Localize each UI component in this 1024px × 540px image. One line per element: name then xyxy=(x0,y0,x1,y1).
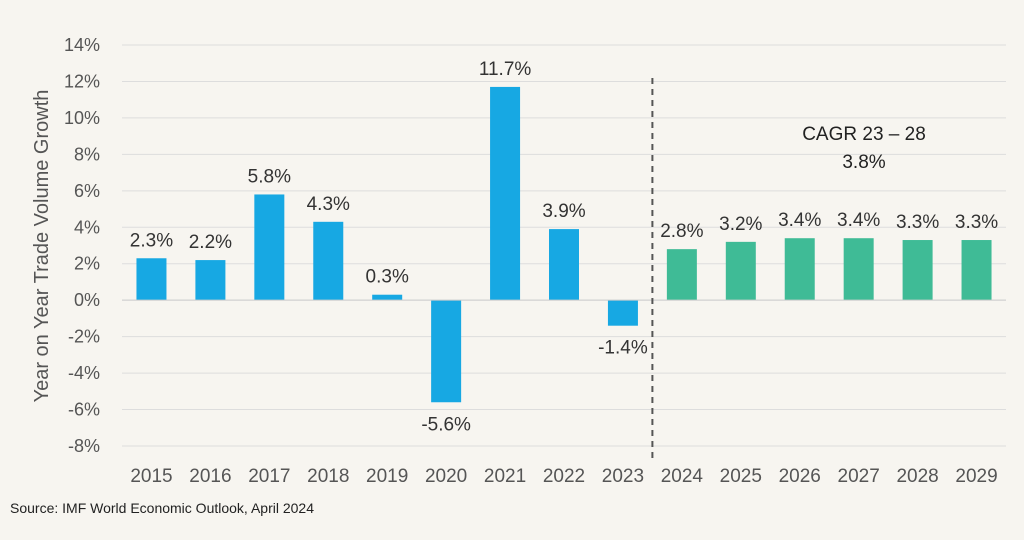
cagr-annotation-line2: 3.8% xyxy=(842,152,885,173)
y-tick-label: -8% xyxy=(68,436,100,456)
bars xyxy=(136,86,992,403)
x-tick-label-2015: 2015 xyxy=(130,466,172,487)
bar-2023 xyxy=(607,300,638,326)
bar-2018 xyxy=(313,221,344,301)
data-labels: 2.3% 2.2% 5.8% 4.3% 0.3% -5.6% 11.7% 3.9% -1.4% 2… xyxy=(130,59,998,435)
x-tick-label-2016: 2016 xyxy=(189,466,231,487)
bar-2017 xyxy=(254,194,285,301)
y-tick-label: 2% xyxy=(74,254,100,274)
y-tick-label: -6% xyxy=(68,400,100,420)
x-tick-label-2018: 2018 xyxy=(307,466,349,487)
bar-2020 xyxy=(431,300,462,403)
bar-2025 xyxy=(725,241,756,301)
x-tick-label-2020: 2020 xyxy=(425,466,467,487)
x-tick-label-2022: 2022 xyxy=(543,466,585,487)
bar-2019 xyxy=(372,294,403,301)
x-tick-label-2028: 2028 xyxy=(896,466,938,487)
bar-2024 xyxy=(666,249,697,301)
data-label-2027: 3.4% xyxy=(837,210,880,231)
x-tick-label-2024: 2024 xyxy=(661,466,704,487)
data-label-2025: 3.2% xyxy=(719,214,762,235)
data-label-2017: 5.8% xyxy=(248,166,291,187)
y-tick-label: -2% xyxy=(68,327,100,347)
y-tick-label: 4% xyxy=(74,217,100,237)
x-tick-label-2021: 2021 xyxy=(484,466,526,487)
data-label-2026: 3.4% xyxy=(778,210,821,231)
data-label-2028: 3.3% xyxy=(896,212,939,233)
y-tick-label: 6% xyxy=(74,181,100,201)
cagr-annotation-line1: CAGR 23 – 28 xyxy=(802,124,926,145)
bar-2016 xyxy=(195,260,226,301)
data-label-2022: 3.9% xyxy=(542,201,585,222)
x-axis-ticks: 2015 2016 2017 2018 2019 2020 2021 2022 2023 2024… xyxy=(130,466,997,487)
bar-2021 xyxy=(490,86,521,301)
bar-2015 xyxy=(136,258,167,301)
y-tick-label: 12% xyxy=(64,71,100,91)
bar-2022 xyxy=(549,229,579,301)
bar-2027 xyxy=(843,238,874,301)
x-tick-label-2026: 2026 xyxy=(779,466,821,487)
data-label-2019: 0.3% xyxy=(366,267,409,288)
x-tick-label-2027: 2027 xyxy=(838,466,880,487)
data-label-2029: 3.3% xyxy=(955,212,998,233)
bar-2029 xyxy=(961,240,992,301)
data-label-2018: 4.3% xyxy=(307,194,350,215)
y-tick-label: -4% xyxy=(68,363,100,383)
x-tick-label-2029: 2029 xyxy=(955,466,997,487)
data-label-2016: 2.2% xyxy=(189,232,232,253)
data-label-2015: 2.3% xyxy=(130,230,173,251)
y-axis-ticks: 14% 12% 10% 8% 6% 4% 2% 0% -2% -4% -6% -8% xyxy=(64,35,100,456)
y-tick-label: 10% xyxy=(64,108,100,128)
data-label-2024: 2.8% xyxy=(660,221,703,242)
y-axis-title: Year on Year Trade Volume Growth xyxy=(31,90,53,403)
data-label-2020: -5.6% xyxy=(421,414,471,435)
x-tick-label-2019: 2019 xyxy=(366,466,408,487)
data-label-2023: -1.4% xyxy=(598,338,648,359)
data-label-2021: 11.7% xyxy=(479,59,532,80)
source-note: Source: IMF World Economic Outlook, Apri… xyxy=(10,500,314,516)
y-tick-label: 0% xyxy=(74,290,100,310)
bar-2028 xyxy=(902,240,933,301)
bar-2026 xyxy=(784,238,815,301)
x-tick-label-2025: 2025 xyxy=(720,466,762,487)
x-tick-label-2017: 2017 xyxy=(248,466,290,487)
y-tick-label: 14% xyxy=(64,35,100,55)
x-tick-label-2023: 2023 xyxy=(602,466,644,487)
y-tick-label: 8% xyxy=(74,144,100,164)
